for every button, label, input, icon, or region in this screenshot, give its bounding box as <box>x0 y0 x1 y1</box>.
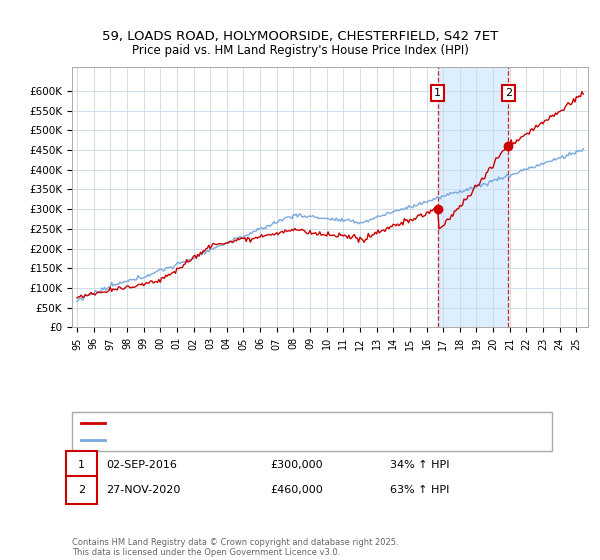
Text: 1: 1 <box>78 460 85 470</box>
Text: 59, LOADS ROAD, HOLYMOORSIDE, CHESTERFIELD, S42 7ET (detached house): 59, LOADS ROAD, HOLYMOORSIDE, CHESTERFIE… <box>111 418 494 428</box>
Text: HPI: Average price, detached house, North East Derbyshire: HPI: Average price, detached house, Nort… <box>111 435 400 445</box>
Text: 02-SEP-2016: 02-SEP-2016 <box>106 460 177 470</box>
Text: 27-NOV-2020: 27-NOV-2020 <box>106 485 181 495</box>
Text: 2: 2 <box>505 88 512 98</box>
Text: 1: 1 <box>434 88 441 98</box>
Text: 59, LOADS ROAD, HOLYMOORSIDE, CHESTERFIELD, S42 7ET: 59, LOADS ROAD, HOLYMOORSIDE, CHESTERFIE… <box>102 30 498 43</box>
Text: £300,000: £300,000 <box>270 460 323 470</box>
Text: £460,000: £460,000 <box>270 485 323 495</box>
Text: Price paid vs. HM Land Registry's House Price Index (HPI): Price paid vs. HM Land Registry's House … <box>131 44 469 57</box>
Text: 63% ↑ HPI: 63% ↑ HPI <box>390 485 449 495</box>
Text: Contains HM Land Registry data © Crown copyright and database right 2025.
This d: Contains HM Land Registry data © Crown c… <box>72 538 398 557</box>
Bar <box>437 67 508 328</box>
Text: 34% ↑ HPI: 34% ↑ HPI <box>390 460 449 470</box>
Text: 2: 2 <box>78 485 85 495</box>
